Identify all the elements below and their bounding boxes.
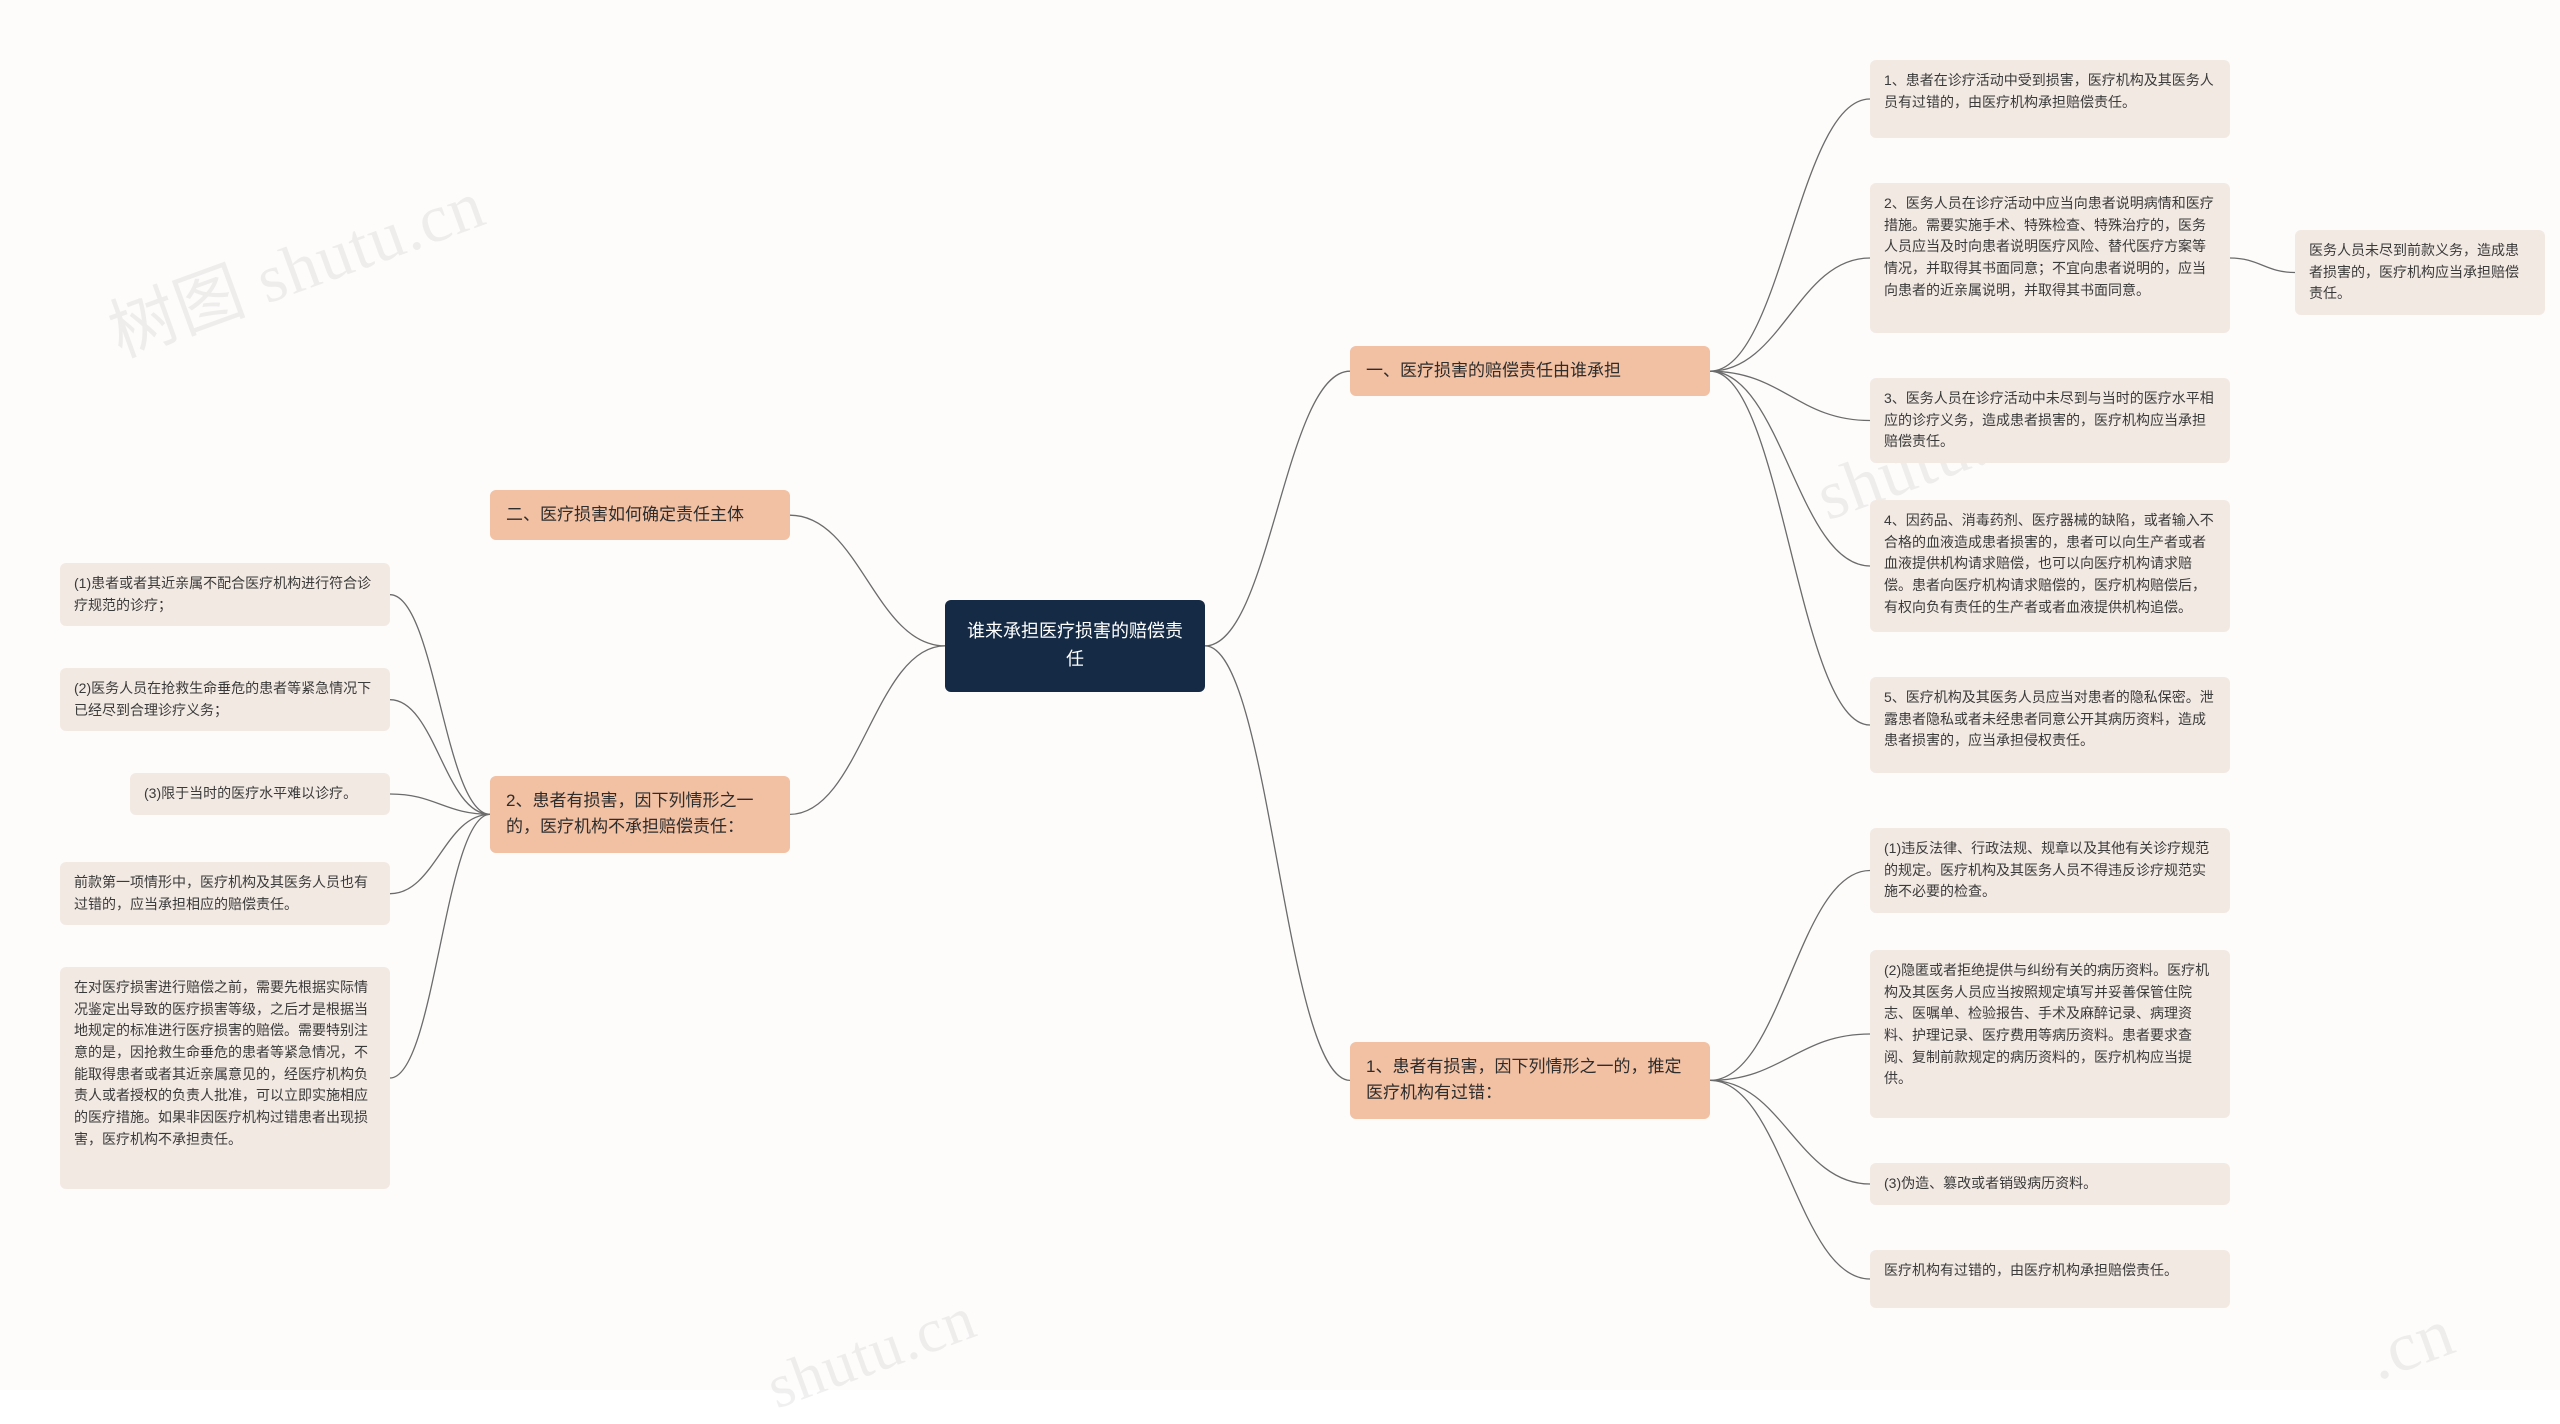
node-r1: 一、医疗损害的赔偿责任由谁承担: [1350, 346, 1710, 396]
node-r1d: 4、因药品、消毒药剂、医疗器械的缺陷，或者输入不合格的血液造成患者损害的，患者可…: [1870, 500, 2230, 632]
connector: [1710, 371, 1870, 420]
node-l1: 二、医疗损害如何确定责任主体: [490, 490, 790, 540]
connector: [1710, 871, 1870, 1081]
connector: [1710, 371, 1870, 725]
node-r2c: (3)伪造、篡改或者销毁病历资料。: [1870, 1163, 2230, 1205]
node-l2a: (1)患者或者其近亲属不配合医疗机构进行符合诊疗规范的诊疗；: [60, 563, 390, 626]
connector: [390, 794, 490, 814]
node-r1b: 2、医务人员在诊疗活动中应当向患者说明病情和医疗措施。需要实施手术、特殊检查、特…: [1870, 183, 2230, 333]
connector: [390, 700, 490, 815]
connector: [1710, 1080, 1870, 1279]
node-l2e: 在对医疗损害进行赔偿之前，需要先根据实际情况鉴定出导致的医疗损害等级，之后才是根…: [60, 967, 390, 1189]
node-r1a: 1、患者在诊疗活动中受到损害，医疗机构及其医务人员有过错的，由医疗机构承担赔偿责…: [1870, 60, 2230, 138]
node-r1e: 5、医疗机构及其医务人员应当对患者的隐私保密。泄露患者隐私或者未经患者同意公开其…: [1870, 677, 2230, 773]
node-r2a: (1)违反法律、行政法规、规章以及其他有关诊疗规范的规定。医疗机构及其医务人员不…: [1870, 828, 2230, 913]
watermark-text: .cn: [2356, 1293, 2465, 1398]
connector: [1710, 258, 1870, 371]
node-root: 谁来承担医疗损害的赔偿责任: [945, 600, 1205, 692]
connector: [790, 515, 945, 646]
connector: [2230, 258, 2295, 273]
connector: [1205, 371, 1350, 646]
node-r2b: (2)隐匿或者拒绝提供与纠纷有关的病历资料。医疗机构及其医务人员应当按照规定填写…: [1870, 950, 2230, 1118]
node-r2d: 医疗机构有过错的，由医疗机构承担赔偿责任。: [1870, 1250, 2230, 1308]
node-l2b: (2)医务人员在抢救生命垂危的患者等紧急情况下已经尽到合理诊疗义务；: [60, 668, 390, 731]
connector: [1710, 1034, 1870, 1080]
connector: [1710, 1080, 1870, 1184]
connector: [790, 646, 945, 814]
mindmap-canvas: 树图 shutu.cnshutu.cnshutu.cn.cn谁来承担医疗损害的赔…: [0, 0, 2560, 1390]
node-r1c: 3、医务人员在诊疗活动中未尽到与当时的医疗水平相应的诊疗义务，造成患者损害的，医…: [1870, 378, 2230, 463]
connector: [1710, 371, 1870, 566]
node-l2c: (3)限于当时的医疗水平难以诊疗。: [130, 773, 390, 815]
connector: [390, 814, 490, 893]
connector: [1710, 99, 1870, 371]
node-l2d: 前款第一项情形中，医疗机构及其医务人员也有过错的，应当承担相应的赔偿责任。: [60, 862, 390, 925]
connector: [1205, 646, 1350, 1080]
node-l2: 2、患者有损害，因下列情形之一的，医疗机构不承担赔偿责任：: [490, 776, 790, 853]
connector: [390, 814, 490, 1078]
connector: [390, 595, 490, 815]
watermark-text: shutu.cn: [758, 1283, 986, 1424]
node-r1b1: 医务人员未尽到前款义务，造成患者损害的，医疗机构应当承担赔偿责任。: [2295, 230, 2545, 315]
watermark-text: 树图 shutu.cn: [93, 149, 496, 376]
node-r2: 1、患者有损害，因下列情形之一的，推定医疗机构有过错：: [1350, 1042, 1710, 1119]
